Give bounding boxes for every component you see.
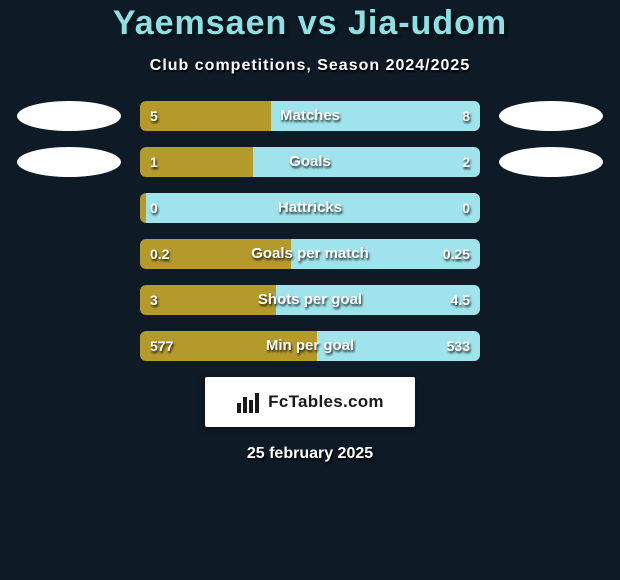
stat-label: Goals [140, 147, 480, 177]
brand-text: FcTables.com [268, 392, 384, 412]
stat-track: 00Hattricks [140, 193, 480, 223]
stat-label: Shots per goal [140, 285, 480, 315]
date-text: 25 february 2025 [0, 445, 620, 463]
stat-row: 0.20.25Goals per match [10, 239, 610, 269]
page-title: Yaemsaen vs Jia-udom [0, 0, 620, 43]
player-right-marker [499, 101, 603, 131]
stat-track: 58Matches [140, 101, 480, 131]
stat-row: 12Goals [10, 147, 610, 177]
stat-row: 58Matches [10, 101, 610, 131]
stat-label: Hattricks [140, 193, 480, 223]
stat-track: 34.5Shots per goal [140, 285, 480, 315]
stat-label: Matches [140, 101, 480, 131]
stat-label: Goals per match [140, 239, 480, 269]
bars-icon [236, 391, 260, 413]
stat-track: 0.20.25Goals per match [140, 239, 480, 269]
stat-row: 34.5Shots per goal [10, 285, 610, 315]
stat-row: 577533Min per goal [10, 331, 610, 361]
player-left-marker [17, 147, 121, 177]
stat-track: 12Goals [140, 147, 480, 177]
player-left-marker [17, 101, 121, 131]
page-subtitle: Club competitions, Season 2024/2025 [0, 57, 620, 75]
stat-track: 577533Min per goal [140, 331, 480, 361]
comparison-chart: 58Matches 12Goals 00Hattricks 0.20.25Goals … [10, 101, 610, 361]
stat-row: 00Hattricks [10, 193, 610, 223]
brand-badge: FcTables.com [205, 377, 415, 427]
stat-label: Min per goal [140, 331, 480, 361]
player-right-marker [499, 147, 603, 177]
